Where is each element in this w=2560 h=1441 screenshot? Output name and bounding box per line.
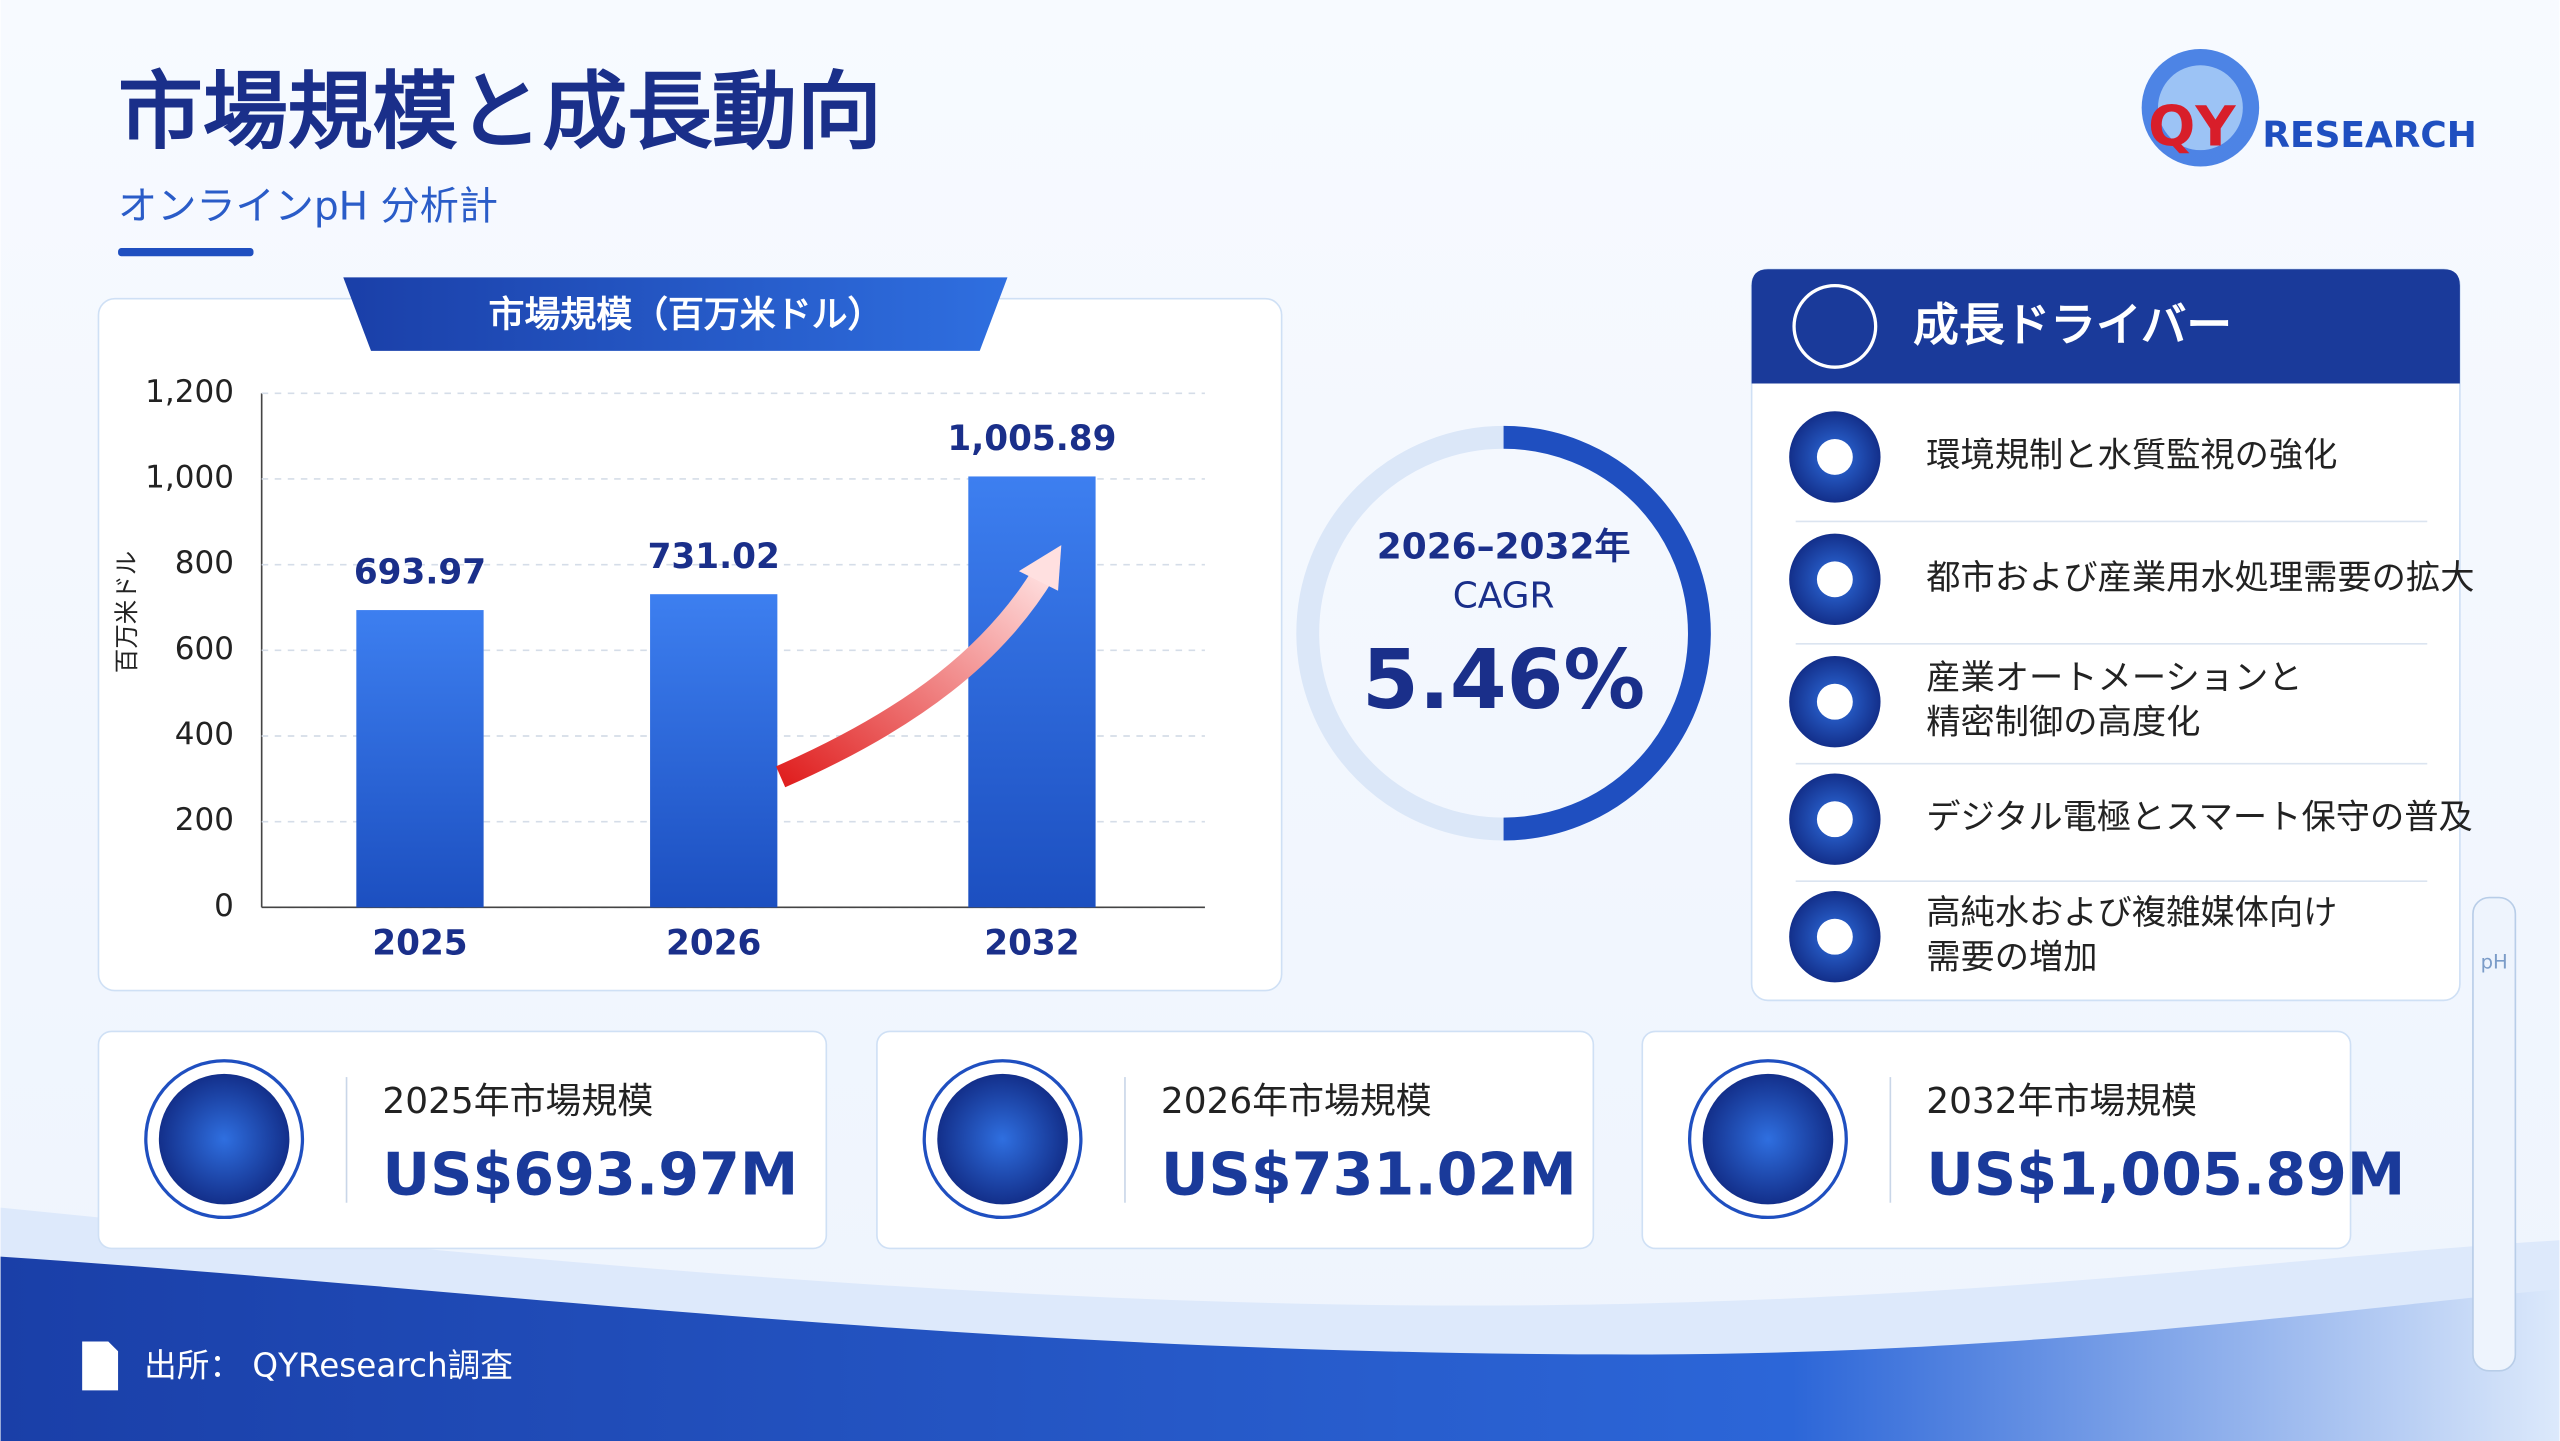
driver-text: 精密制御の高度化 — [1926, 702, 2200, 742]
card-value: US$1,005.89M — [1926, 1139, 2405, 1208]
driver-text: デジタル電極とスマート保守の普及 — [1926, 798, 2473, 838]
driver-icon-glyph — [1816, 438, 1853, 475]
y-tick-label: 600 — [175, 631, 234, 667]
value-label: 693.97 — [354, 553, 486, 593]
card-icon — [937, 1073, 1068, 1205]
y-tick-label: 200 — [175, 802, 234, 838]
x-tick-label: 2025 — [372, 923, 467, 963]
value-label: 1,005.89 — [947, 419, 1116, 459]
plot: 0 200 400 600 800 1,000 1,200 2025 693.97 2026 731… — [145, 374, 1205, 963]
driver-icon-glyph — [1816, 561, 1853, 598]
drivers-header — [1751, 269, 2460, 384]
y-tick-label: 400 — [175, 717, 234, 753]
driver-icon-glyph — [1816, 683, 1853, 720]
chart-tab — [343, 277, 1008, 351]
y-axis-label: 百万米ドル — [112, 551, 141, 673]
chart-title: 市場規模（百万米ドル） — [489, 295, 884, 336]
card-value: US$693.97M — [382, 1139, 798, 1208]
y-tick-label: 800 — [175, 545, 234, 581]
drivers-list: 環境規制と水質監視の強化都市および産業用水処理需要の拡大産業オートメーションと精… — [1789, 411, 2474, 983]
cagr-arc — [1503, 425, 1711, 841]
card-label: 2025年市場規模 — [382, 1081, 653, 1122]
x-tick-label: 2032 — [984, 923, 1079, 963]
probe: pH — [2472, 896, 2517, 1372]
cagr-label: CAGR — [1453, 575, 1555, 616]
cagr-period: 2026–2032年 — [1377, 526, 1631, 567]
y-tick-label: 1,200 — [145, 374, 234, 410]
drivers-title: 成長ドライバー — [1913, 299, 2232, 352]
title: 市場規模と成長動向 — [118, 63, 882, 162]
growth-arrowhead — [1018, 545, 1062, 591]
driver-icon-glyph — [1816, 918, 1853, 955]
driver-text: 産業オートメーションと — [1926, 658, 2302, 698]
growth-arrow — [776, 565, 1055, 788]
cagr-value: 5.46% — [1362, 633, 1645, 728]
probe-label: pH — [2481, 950, 2508, 973]
card-label: 2026年市場規模 — [1161, 1081, 1432, 1122]
x-tick-label: 2026 — [666, 923, 761, 963]
source-icon — [82, 1341, 119, 1391]
logo-mark: QY — [2148, 96, 2236, 160]
bar — [650, 594, 778, 908]
driver-text: 需要の増加 — [1926, 937, 2097, 977]
card-value: US$731.02M — [1161, 1139, 1577, 1208]
card-icon — [1702, 1073, 1834, 1205]
subtitle: オンラインpH 分析計 — [118, 184, 498, 229]
driver-icon-glyph — [1816, 801, 1853, 838]
cards: 2025年市場規模 US$693.97M 2026年市場規模 US$731.02M 20… — [97, 1030, 2405, 1250]
logo-name: RESEARCH — [2262, 115, 2476, 156]
source: 出所： QYResearch調査 — [144, 1347, 513, 1385]
y-tick-label: 0 — [214, 888, 234, 924]
y-tick-label: 1,000 — [145, 459, 234, 495]
value-label: 731.02 — [648, 537, 780, 577]
card-label: 2032年市場規模 — [1926, 1081, 2197, 1122]
card-icon — [158, 1073, 290, 1205]
driver-text: 都市および産業用水処理需要の拡大 — [1926, 558, 2474, 598]
wave — [0, 1256, 2560, 1441]
driver-text: 高純水および複雑媒体向け — [1926, 893, 2337, 933]
logo: QY RESEARCH — [2141, 48, 2477, 167]
drivers-icon — [1792, 283, 1878, 369]
bar — [356, 610, 484, 908]
underline — [118, 248, 254, 257]
bar — [968, 476, 1096, 908]
driver-text: 環境規制と水質監視の強化 — [1926, 435, 2337, 475]
